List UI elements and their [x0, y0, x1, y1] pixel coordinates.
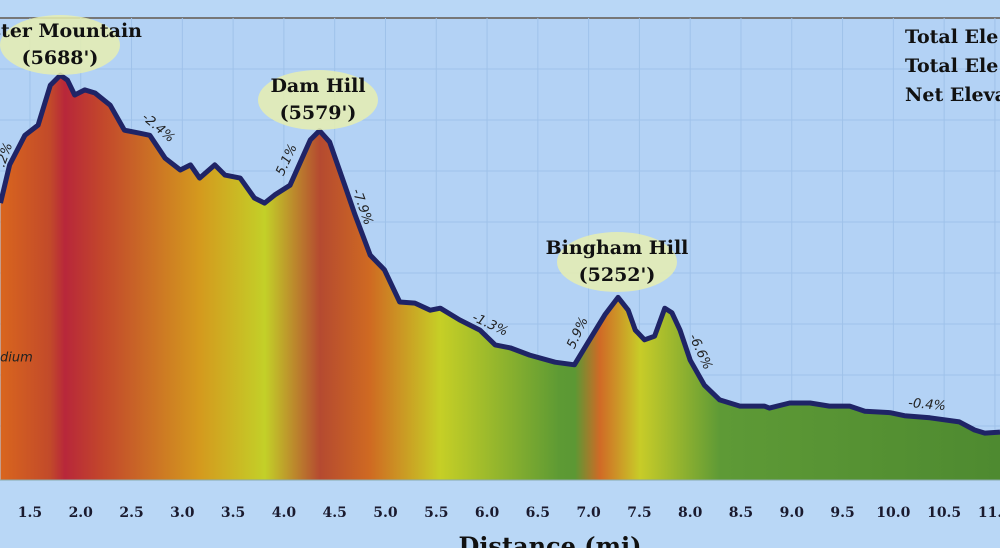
peak-elevation: (5579') — [280, 102, 357, 124]
x-tick-label: 2.5 — [119, 505, 143, 521]
peak-bubble — [258, 70, 378, 130]
x-tick-label: 9.0 — [780, 505, 805, 521]
stat-label: Total Ele — [905, 26, 998, 48]
grade-label: -0.4% — [908, 396, 947, 414]
x-tick-label: 7.5 — [627, 505, 651, 521]
x-tick-label: 3.5 — [221, 505, 245, 521]
peak-bubble — [0, 15, 120, 75]
x-axis-label: Distance (mi) — [459, 532, 642, 548]
x-tick-label: 9.5 — [830, 505, 854, 521]
elevation-line — [0, 72, 1000, 436]
x-tick-label: 6.0 — [475, 505, 500, 521]
x-tick-label: 5.0 — [373, 505, 398, 521]
peak-elevation: (5252') — [579, 264, 656, 286]
x-tick-label: 5.5 — [424, 505, 448, 521]
peak-name: aster Mountain — [0, 20, 142, 42]
x-tick-label: 11.0 — [978, 505, 1000, 521]
x-tick-label: 10.0 — [876, 505, 910, 521]
note: dium — [0, 351, 33, 366]
x-tick-label: 4.0 — [272, 505, 297, 521]
peak-elevation: (5688') — [22, 47, 99, 69]
x-tick-label: 7.0 — [576, 505, 601, 521]
x-tick-label: 6.5 — [526, 505, 550, 521]
peak-name: Bingham Hill — [546, 237, 689, 259]
elevation-area — [0, 75, 1000, 480]
peak-name: Dam Hill — [270, 75, 365, 97]
x-tick-label: 8.5 — [729, 505, 753, 521]
stat-label: Net Eleva — [905, 84, 1000, 106]
x-tick-label: 3.0 — [170, 505, 195, 521]
x-tick-label: 10.5 — [927, 505, 961, 521]
x-tick-label: 4.5 — [323, 505, 347, 521]
peak-bubble — [557, 232, 677, 292]
stat-label: Total Ele — [905, 55, 998, 77]
x-tick-label: 2.0 — [69, 505, 94, 521]
x-tick-label: 8.0 — [678, 505, 703, 521]
x-tick-label: 1.5 — [18, 505, 42, 521]
